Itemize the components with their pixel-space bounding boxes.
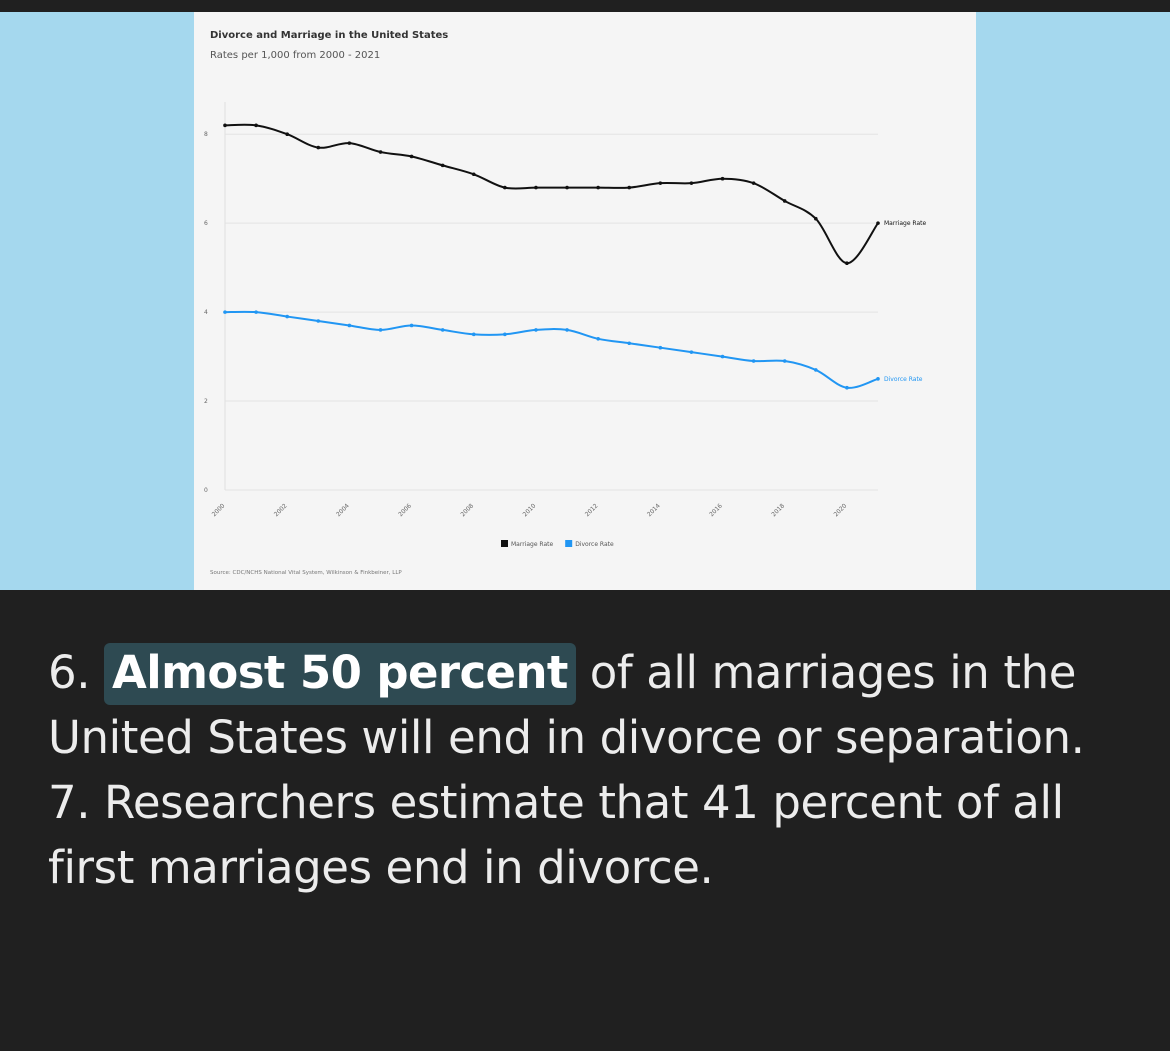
y-axis: 0 2 4 6 8	[204, 131, 208, 494]
marriage-rate-point-2000	[223, 123, 227, 128]
grid	[224, 102, 878, 491]
divorce-rate-point-2010	[534, 328, 538, 332]
divorce-rate-point-2016	[720, 354, 725, 359]
divorce-rate-point-2019	[814, 368, 818, 372]
marriage-rate-point-2005	[378, 150, 383, 154]
divorce-rate-point-2014	[658, 345, 663, 350]
divorce-rate-point-2013	[627, 341, 632, 346]
chart-source: Source: CDC/NCHS National Vital System, …	[210, 570, 402, 576]
y-tick-label-2: 2	[204, 398, 208, 405]
caption-highlight: Almost 50 percent	[104, 643, 576, 705]
divorce-rate-point-2005	[378, 328, 383, 332]
marriage-rate-point-2016	[720, 176, 725, 181]
marriage-rate-point-2021	[876, 221, 880, 225]
x-tick-label-2004: 2004	[335, 502, 351, 518]
caption-number-6: 6.	[48, 646, 91, 699]
x-tick-label-2020: 2020	[833, 502, 849, 518]
x-tick-label-2002: 2002	[273, 502, 289, 518]
y-tick-label-6: 6	[204, 220, 208, 227]
marriage-rate-point-2002	[285, 132, 289, 137]
marriage-rate-point-2006	[409, 154, 414, 159]
caption-text-b: Researchers estimate that 41 percent of …	[48, 776, 1064, 894]
marriage-rate-point-2013	[627, 185, 632, 190]
chart-title: Divorce and Marriage in the United State…	[210, 30, 448, 41]
divorce-rate-point-2000	[223, 310, 227, 314]
divorce-rate-point-2017	[751, 359, 756, 363]
divorce-rate-point-2006	[409, 323, 414, 328]
caption-text-a: of all marriages in the United States wi…	[48, 646, 1085, 764]
x-tick-label-2012: 2012	[584, 502, 600, 518]
image-panel: Divorce and Marriage in the United State…	[0, 12, 1170, 590]
marriage-rate-point-2012	[596, 185, 600, 190]
marriage-rate-point-2008	[471, 172, 476, 177]
divorce-rate-point-2009	[503, 332, 507, 337]
divorce-rate-point-2008	[471, 332, 476, 337]
marriage-rate-point-2020	[845, 261, 849, 265]
divorce-rate-point-2021	[876, 377, 880, 381]
x-tick-label-2016: 2016	[708, 502, 724, 518]
caption-number-7: 7.	[48, 776, 91, 829]
chart-card: Divorce and Marriage in the United State…	[194, 12, 976, 590]
marriage-rate-point-2009	[503, 185, 507, 190]
marriage-rate-point-2003	[316, 145, 321, 150]
divorce-rate-point-2020	[845, 385, 849, 390]
marriage-rate-point-2018	[782, 199, 787, 203]
x-tick-label-2006: 2006	[397, 502, 413, 518]
legend-label-divorce-rate: Divorce Rate	[575, 541, 614, 548]
divorce-rate-point-2015	[689, 350, 694, 354]
marriage-rate-point-2011	[565, 185, 569, 190]
caption-text: 6. Almost 50 percent of all marriages in…	[48, 640, 1138, 900]
x-tick-label-2000: 2000	[211, 502, 227, 518]
legend-swatch-marriage-rate	[501, 540, 508, 547]
marriage-divorce-chart: Divorce and Marriage in the United State…	[204, 30, 926, 576]
marriage-rate-label: Marriage Rate	[884, 220, 926, 227]
x-tick-label-2018: 2018	[770, 502, 786, 518]
marriage-rate-point-2004	[347, 141, 352, 145]
legend-label-marriage-rate: Marriage Rate	[511, 541, 553, 548]
x-tick-label-2010: 2010	[522, 502, 538, 518]
legend-swatch-divorce-rate	[565, 540, 573, 547]
marriage-rate-point-2014	[658, 181, 663, 185]
divorce-rate-line	[224, 310, 879, 389]
legend: Marriage Rate Divorce Rate	[501, 540, 614, 548]
divorce-rate-point-2011	[565, 328, 569, 332]
marriage-rate-point-2001	[254, 123, 258, 128]
divorce-rate-point-2018	[782, 359, 787, 363]
series: Marriage Rate Divorce Rate	[223, 123, 926, 390]
marriage-rate-point-2007	[440, 163, 445, 168]
chart-subtitle: Rates per 1,000 from 2000 - 2021	[210, 50, 380, 61]
marriage-rate-line	[224, 123, 879, 265]
divorce-rate-point-2012	[596, 337, 600, 341]
marriage-rate-point-2019	[814, 216, 818, 221]
marriage-rate-point-2010	[534, 185, 538, 190]
marriage-rate-point-2015	[689, 181, 694, 185]
divorce-rate-point-2007	[440, 328, 445, 332]
divorce-rate-point-2004	[347, 323, 352, 328]
y-tick-label-4: 4	[204, 309, 208, 316]
x-tick-label-2014: 2014	[646, 502, 662, 518]
y-tick-label-0: 0	[204, 487, 208, 494]
divorce-rate-point-2003	[316, 319, 321, 323]
divorce-rate-label: Divorce Rate	[884, 376, 923, 383]
marriage-rate-point-2017	[751, 181, 756, 185]
x-tick-label-2008: 2008	[459, 502, 475, 518]
x-axis: 2000 2002 2004 2006 2008 2010 2012 2014 2016 2018…	[211, 502, 849, 518]
y-tick-label-8: 8	[204, 131, 208, 138]
divorce-rate-point-2001	[254, 310, 258, 314]
divorce-rate-point-2002	[285, 314, 289, 319]
